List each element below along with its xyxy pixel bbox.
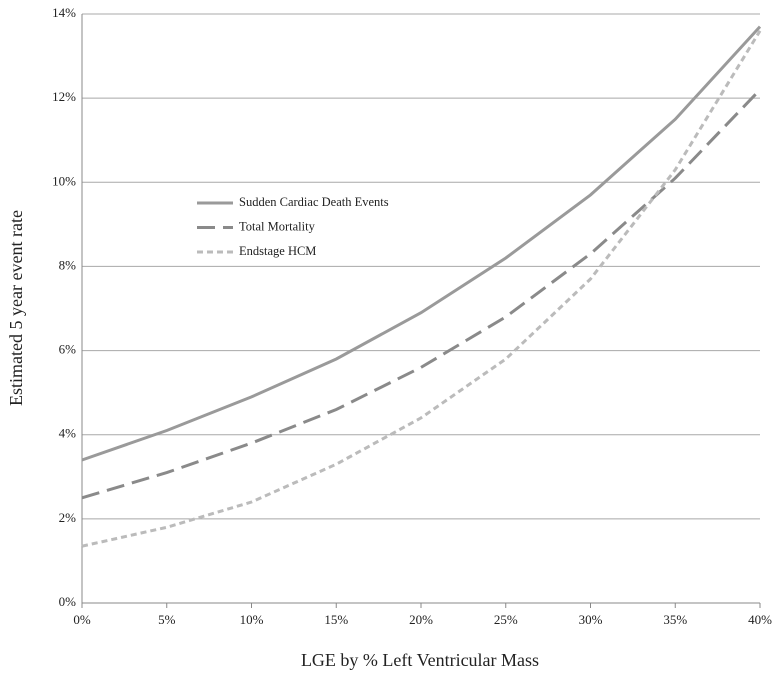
x-tick-label: 30% — [579, 612, 603, 627]
y-axis-title: Estimated 5 year event rate — [6, 210, 26, 406]
series-line — [81, 30, 762, 548]
y-tick-label: 6% — [59, 342, 77, 357]
y-tick-label: 0% — [59, 594, 77, 609]
x-tick-label: 10% — [240, 612, 264, 627]
y-tick-label: 10% — [52, 173, 76, 188]
y-tick-label: 2% — [59, 510, 77, 525]
series-line — [81, 88, 762, 500]
series-line — [81, 25, 762, 462]
legend-label: Sudden Cardiac Death Events — [239, 195, 389, 209]
y-tick-label: 14% — [52, 5, 76, 20]
x-tick-label: 0% — [73, 612, 91, 627]
x-tick-label: 5% — [158, 612, 176, 627]
x-tick-label: 20% — [409, 612, 433, 627]
legend-label: Total Mortality — [239, 219, 316, 233]
x-tick-label: 25% — [494, 612, 518, 627]
y-tick-label: 4% — [59, 426, 77, 441]
x-axis-title: LGE by % Left Ventricular Mass — [301, 650, 539, 670]
y-tick-label: 8% — [59, 257, 77, 272]
y-tick-label: 12% — [52, 89, 76, 104]
x-tick-label: 15% — [324, 612, 348, 627]
x-tick-label: 35% — [663, 612, 687, 627]
x-tick-label: 40% — [748, 612, 772, 627]
legend-label: Endstage HCM — [239, 244, 316, 258]
